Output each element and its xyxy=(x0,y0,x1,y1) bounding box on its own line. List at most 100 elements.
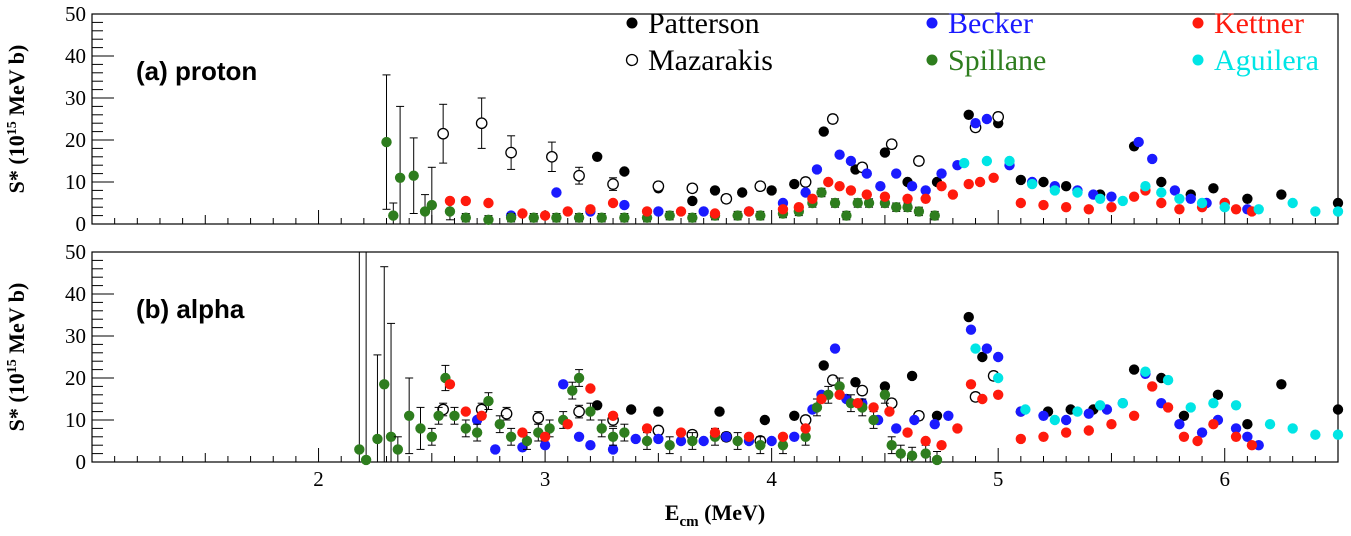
data-point xyxy=(906,370,918,382)
data-point xyxy=(385,431,397,442)
data-point xyxy=(868,402,879,413)
data-point xyxy=(1178,410,1190,421)
data-point xyxy=(826,374,839,386)
data-point xyxy=(539,210,551,221)
data-point xyxy=(483,214,494,225)
data-point xyxy=(902,202,913,213)
data-point xyxy=(1185,193,1196,204)
data-point xyxy=(573,405,585,418)
data-point xyxy=(845,155,857,167)
data-point xyxy=(952,423,963,434)
data-point xyxy=(992,372,1004,384)
data-point xyxy=(1147,381,1158,392)
x-tick-label: 5 xyxy=(993,467,1004,491)
data-point xyxy=(714,406,725,417)
data-point xyxy=(354,444,365,455)
data-point xyxy=(403,410,415,421)
legend-item-becker: Becker xyxy=(926,7,1033,40)
data-point xyxy=(460,212,471,223)
series-mazarakis xyxy=(437,97,1005,205)
data-point xyxy=(906,450,918,461)
data-point xyxy=(471,427,483,438)
data-point xyxy=(943,410,954,421)
data-point xyxy=(884,406,895,417)
data-point xyxy=(875,181,886,192)
data-point xyxy=(517,427,528,438)
data-point xyxy=(970,343,981,354)
data-point xyxy=(546,150,558,163)
data-point xyxy=(408,170,419,181)
data-point xyxy=(743,431,755,442)
data-point xyxy=(1117,398,1128,409)
data-point xyxy=(963,311,974,323)
data-point xyxy=(816,187,827,198)
data-point xyxy=(965,324,977,335)
x-axis-title: Ecm (MeV) xyxy=(665,500,765,530)
data-point xyxy=(902,427,913,438)
legend-marker xyxy=(926,17,938,29)
data-point xyxy=(891,168,902,179)
legend-item-patterson: Patterson xyxy=(626,7,760,40)
y-tick-label: 0 xyxy=(76,212,87,236)
data-point xyxy=(483,197,494,209)
data-point xyxy=(664,210,675,221)
data-point xyxy=(675,435,687,447)
data-point xyxy=(1332,206,1344,217)
data-point xyxy=(852,197,863,209)
data-point xyxy=(619,199,630,211)
data-point xyxy=(500,407,513,420)
data-point xyxy=(619,427,630,438)
data-point xyxy=(1242,193,1253,204)
data-point xyxy=(970,118,981,129)
data-point xyxy=(811,164,823,175)
data-point xyxy=(1276,379,1287,390)
x-tick-label: 2 xyxy=(313,467,324,491)
data-point xyxy=(974,176,986,188)
data-point xyxy=(675,427,687,438)
data-point xyxy=(1072,406,1083,417)
data-point xyxy=(1106,419,1117,430)
data-point xyxy=(818,360,829,371)
data-point xyxy=(426,199,438,211)
data-point xyxy=(517,208,528,219)
data-point xyxy=(766,435,777,447)
data-point xyxy=(977,351,988,363)
data-point xyxy=(490,444,501,455)
data-point xyxy=(1094,193,1106,204)
data-point xyxy=(1162,374,1174,386)
data-point xyxy=(834,389,845,400)
data-point xyxy=(460,195,471,207)
data-point xyxy=(800,431,811,442)
data-point xyxy=(562,206,573,217)
data-point xyxy=(936,440,947,451)
panel-label: (a) proton xyxy=(136,56,257,86)
data-point xyxy=(433,410,444,421)
data-point xyxy=(1015,197,1027,209)
data-point xyxy=(743,206,755,217)
data-point xyxy=(1049,185,1061,196)
data-point xyxy=(444,206,456,217)
data-point xyxy=(709,185,721,196)
data-point xyxy=(891,423,902,434)
data-point xyxy=(1242,431,1253,442)
data-point xyxy=(494,419,505,430)
data-point xyxy=(558,379,569,390)
data-point xyxy=(591,400,603,411)
data-point xyxy=(992,111,1005,123)
y-tick-label: 30 xyxy=(65,86,86,110)
data-point xyxy=(591,151,603,162)
data-point xyxy=(929,419,940,430)
legend-item-spillane: Spillane xyxy=(926,44,1046,77)
data-point xyxy=(732,435,743,447)
series-patterson xyxy=(591,311,1344,430)
data-point xyxy=(920,185,931,196)
data-point xyxy=(426,431,438,442)
data-point xyxy=(444,195,456,207)
data-point xyxy=(800,187,811,198)
y-tick-label: 10 xyxy=(65,408,86,432)
data-point xyxy=(698,435,709,447)
data-point xyxy=(619,166,630,177)
data-point xyxy=(532,412,545,424)
data-point xyxy=(902,193,913,204)
